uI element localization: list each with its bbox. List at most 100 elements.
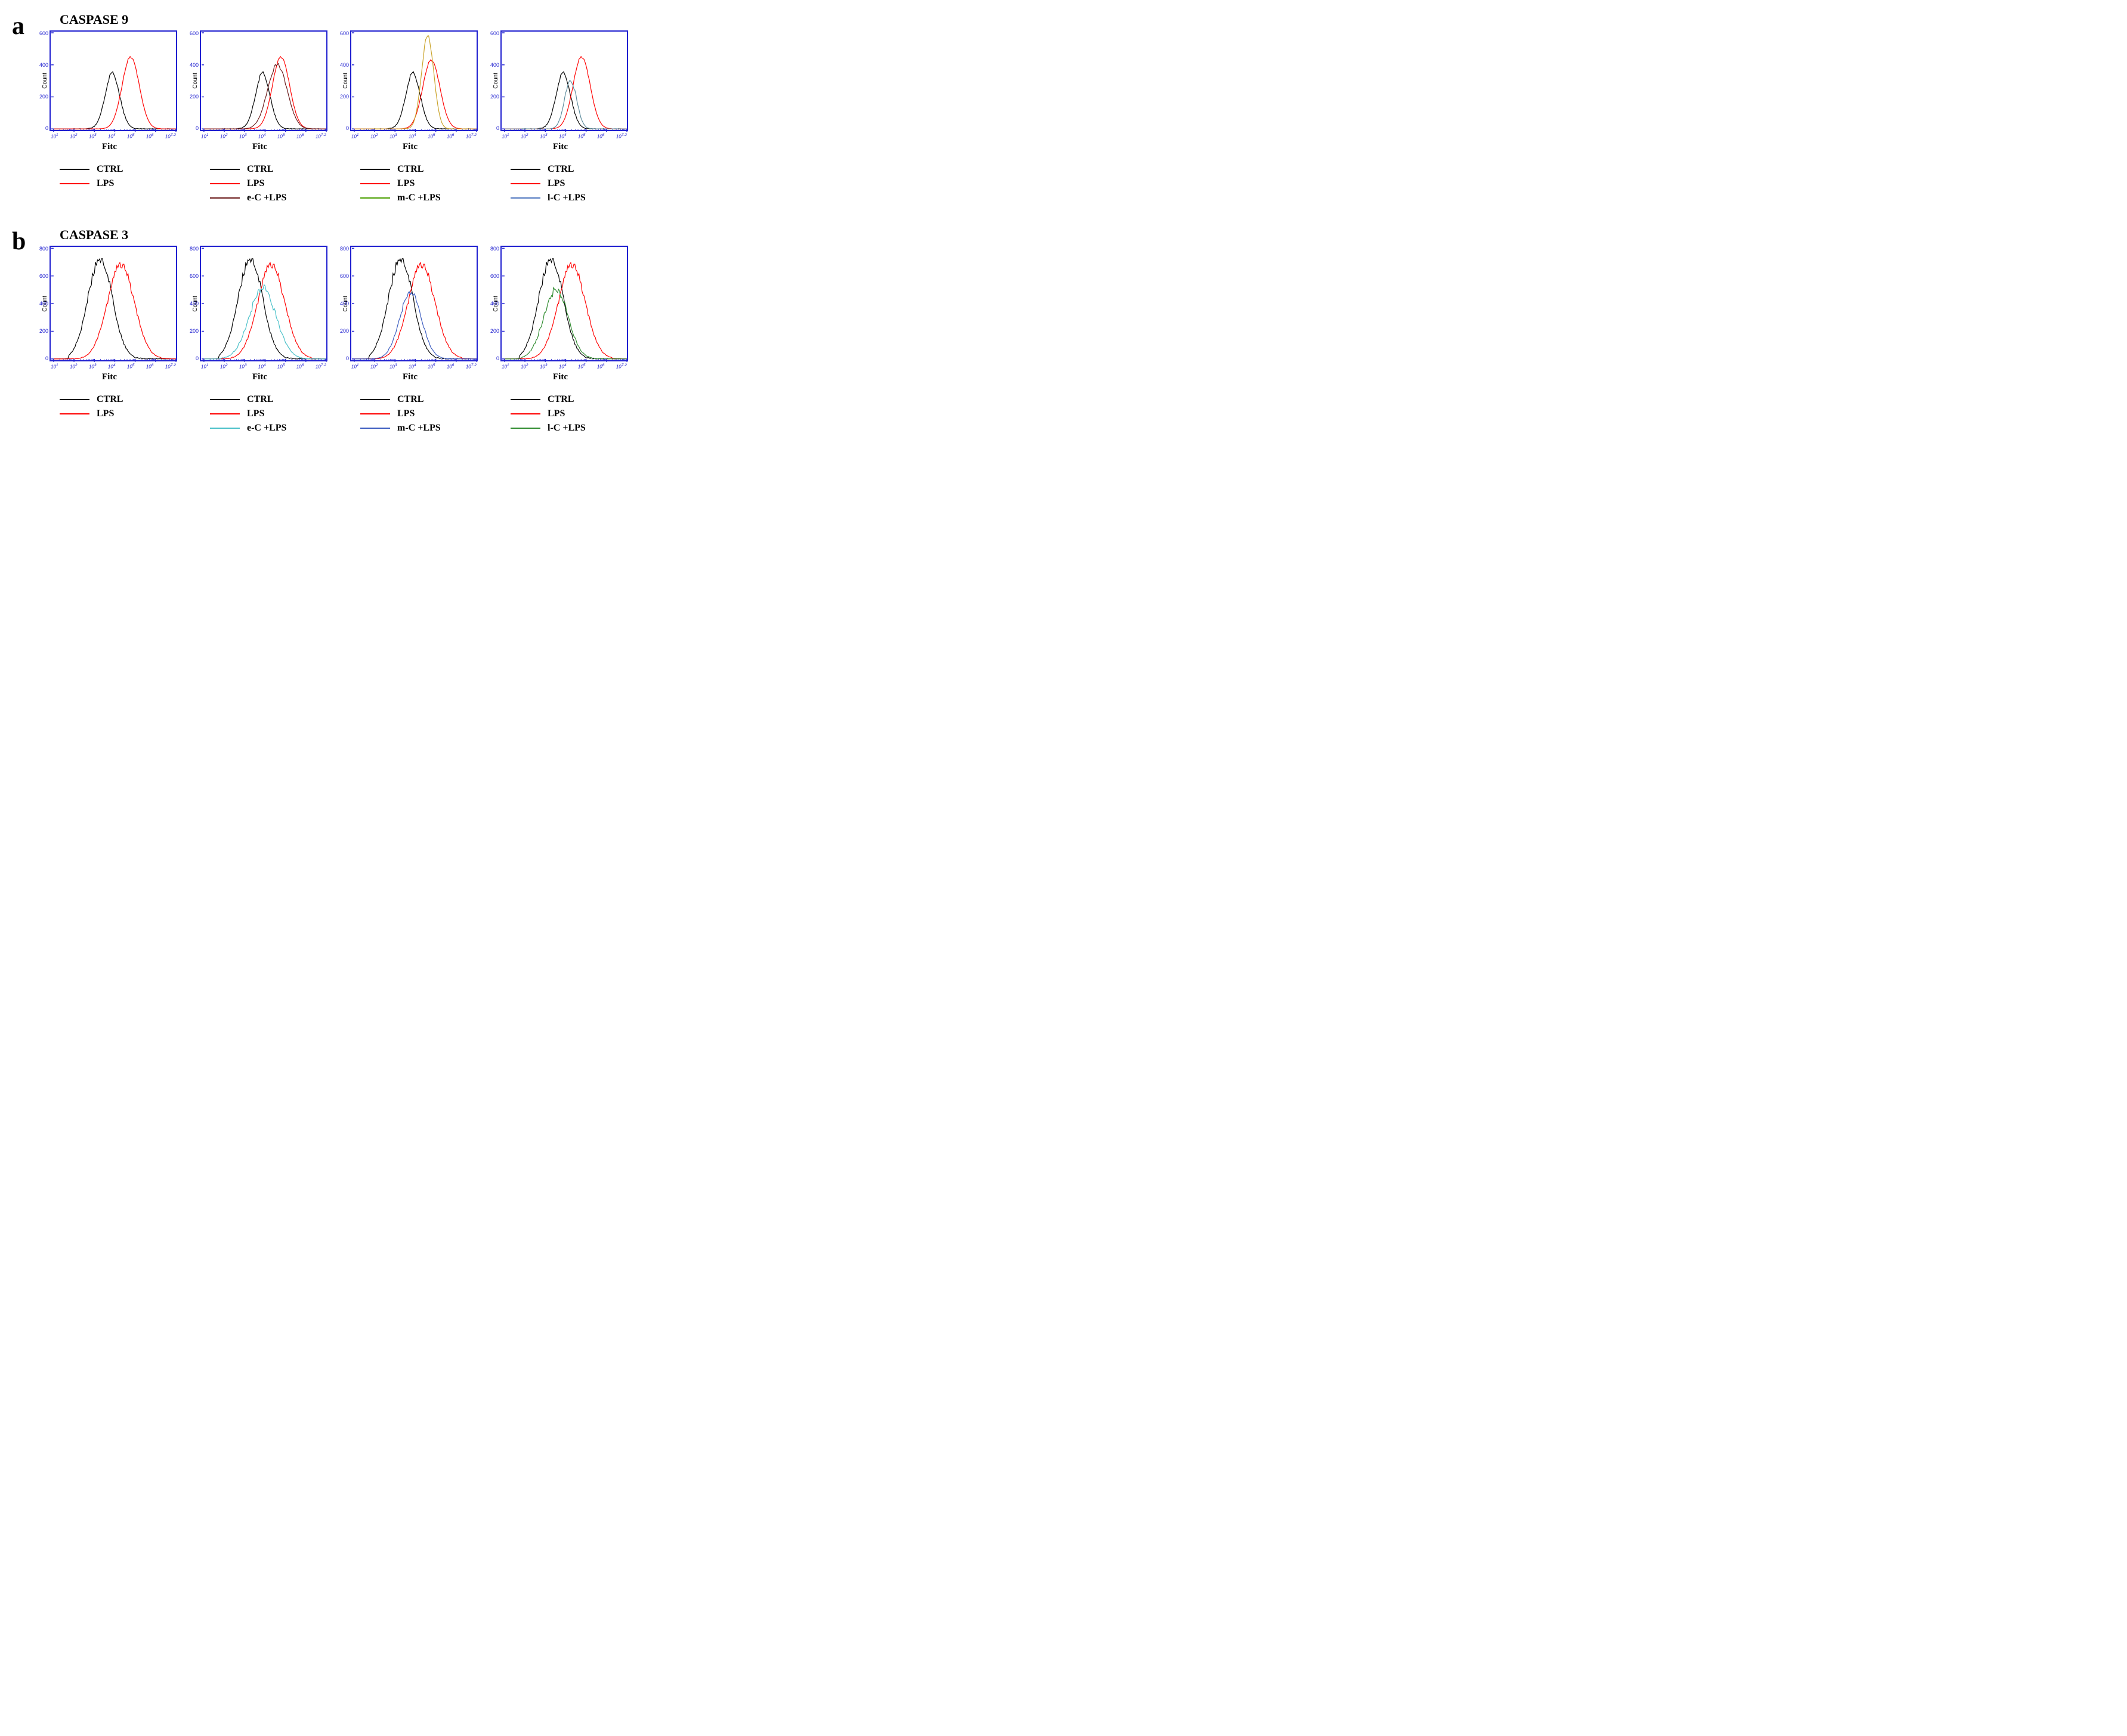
legend-swatch [210,413,240,414]
flow-histogram: 101102103104105106107.2 [50,30,177,131]
panel-title: CASPASE 3 [60,227,728,243]
x-ticks: 101102103104105106107.2 [51,133,176,140]
plot-unit: Count0200400600800101102103104105106107.… [493,246,628,434]
legend-swatch [511,183,540,184]
plot-unit: Count0200400600101102103104105106107.2Fi… [493,30,628,203]
legend: CTRL LPS l-C +LPS [511,164,586,203]
legend: CTRL LPS m-C +LPS [360,394,441,434]
legend-item: LPS [360,178,441,189]
legend-label: LPS [397,409,415,419]
legend-label: LPS [548,409,565,419]
plot-unit: Count0200400600101102103104105106107.2 Fi… [42,30,177,203]
legend-swatch [210,197,240,199]
x-ticks: 101102103104105106107.2 [351,133,477,140]
legend-swatch [511,169,540,170]
x-ticks: 101102103104105106107.2 [201,363,326,370]
legend-item: LPS [60,409,123,419]
y-ticks: 0200400600 [187,30,199,131]
panel-title: CASPASE 9 [60,12,728,27]
legend-item: CTRL [511,164,586,175]
histogram-wrap: Count0200400600101102103104105106107.2 [192,30,327,131]
legend-item: LPS [511,409,586,419]
legend-swatch [360,197,390,199]
legend-swatch [210,169,240,170]
legend-item: LPS [60,178,123,189]
legend-swatch [511,399,540,400]
plot-unit: Count0200400600800101102103104105106107.… [42,246,177,434]
x-ticks: 101102103104105106107.2 [351,363,477,370]
y-ticks: 0200400600800 [487,246,499,361]
legend-label: e-C +LPS [247,193,286,203]
legend-item: CTRL [210,394,286,405]
legend-label: CTRL [247,394,273,405]
histogram-wrap: Count0200400600800101102103104105106107.… [493,246,628,361]
legend-swatch [210,183,240,184]
x-axis-label: Fitc [553,372,568,382]
legend-swatch [360,183,390,184]
histogram-wrap: Count0200400600800101102103104105106107.… [192,246,327,361]
legend-label: LPS [247,178,264,189]
legend-swatch [360,399,390,400]
legend-swatch [360,413,390,414]
legend: CTRL LPS [60,164,123,189]
plot-unit: Count0200400600101102103104105106107.2 Fi… [192,30,327,203]
plots-row: Count0200400600101102103104105106107.2 Fi… [42,30,728,203]
plots-row: Count0200400600800101102103104105106107.… [42,246,728,434]
legend-item: e-C +LPS [210,193,286,203]
legend-item: l-C +LPS [511,423,586,434]
histogram-wrap: Count0200400600101102103104105106107.2 [342,30,478,131]
legend: CTRLLPSm-C +LPS [360,164,441,203]
x-axis-label: Fitc [102,142,117,152]
legend-label: CTRL [548,164,574,175]
legend-swatch [511,428,540,429]
y-ticks: 0200400600 [337,30,349,131]
legend-label: CTRL [397,394,423,405]
y-ticks: 0200400600800 [187,246,199,361]
panel-content: CASPASE 3 Count02004006008001011021031041… [42,227,728,434]
plot-unit: Count0200400600101102103104105106107.2Fi… [342,30,478,203]
legend-swatch [60,413,89,414]
flow-histogram: 101102103104105106107.2 [200,246,327,361]
legend-label: CTRL [247,164,273,175]
legend-swatch [511,413,540,414]
flow-histogram: 101102103104105106107.2 [200,30,327,131]
legend-item: LPS [511,178,586,189]
legend-item: LPS [210,178,286,189]
legend-item: LPS [210,409,286,419]
legend-swatch [60,183,89,184]
legend-label: CTRL [397,164,423,175]
legend-label: CTRL [548,394,574,405]
legend-item: CTRL [511,394,586,405]
panel-content: CASPASE 9 Count02004006001011021031041051… [42,12,728,203]
legend-swatch [360,428,390,429]
histogram-wrap: Count0200400600800101102103104105106107.… [42,246,177,361]
legend-swatch [60,399,89,400]
y-ticks: 0200400600 [36,30,48,131]
legend-label: l-C +LPS [548,193,586,203]
y-ticks: 0200400600800 [337,246,349,361]
legend-item: CTRL [210,164,286,175]
legend-label: m-C +LPS [397,423,441,434]
figure-root: aCASPASE 9Count0200400600101102103104105… [12,12,728,434]
legend-item: CTRL [60,164,123,175]
legend-label: e-C +LPS [247,423,286,434]
x-ticks: 101102103104105106107.2 [201,133,326,140]
legend-item: CTRL [60,394,123,405]
y-ticks: 0200400600 [487,30,499,131]
legend-swatch [210,428,240,429]
x-axis-label: Fitc [102,372,117,382]
y-ticks: 0200400600800 [36,246,48,361]
legend-item: e-C +LPS [210,423,286,434]
x-axis-label: Fitc [553,142,568,152]
legend-swatch [60,169,89,170]
legend-label: LPS [247,409,264,419]
panel-a: aCASPASE 9Count0200400600101102103104105… [12,12,728,203]
x-ticks: 101102103104105106107.2 [502,133,627,140]
histogram-wrap: Count0200400600101102103104105106107.2 [42,30,177,131]
legend-label: LPS [97,178,114,189]
plot-unit: Count0200400600800101102103104105106107.… [192,246,327,434]
x-axis-label: Fitc [403,372,418,382]
x-ticks: 101102103104105106107.2 [51,363,176,370]
legend-swatch [511,197,540,199]
x-axis-label: Fitc [252,142,267,152]
